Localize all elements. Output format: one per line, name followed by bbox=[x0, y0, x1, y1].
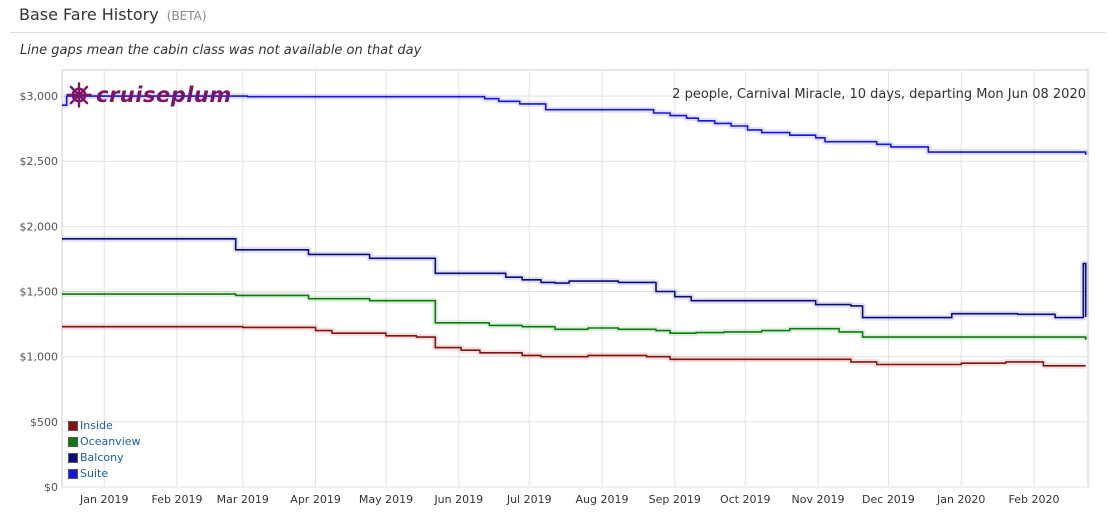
x-tick-label: Jun 2019 bbox=[433, 493, 483, 506]
series-line-balcony bbox=[62, 238, 1087, 319]
x-tick-label: Feb 2019 bbox=[152, 493, 203, 506]
legend-swatch bbox=[68, 469, 78, 479]
x-tick-label: Sep 2019 bbox=[649, 493, 701, 506]
y-tick-label: $2,000 bbox=[20, 220, 59, 233]
beta-badge: (BETA) bbox=[166, 9, 207, 23]
x-tick-label: Aug 2019 bbox=[576, 493, 629, 506]
series-line-suite bbox=[62, 95, 1087, 155]
y-tick-label: $1,500 bbox=[20, 286, 59, 299]
x-tick-label: Jul 2019 bbox=[506, 493, 552, 506]
x-tick-label: Mar 2019 bbox=[217, 493, 269, 506]
series-line-oceanview bbox=[62, 293, 1087, 340]
x-tick-label: Oct 2019 bbox=[720, 493, 771, 506]
legend-label: Inside bbox=[80, 419, 113, 432]
y-tick-label: $500 bbox=[30, 416, 58, 429]
chart-note: Line gaps mean the cabin class was not a… bbox=[20, 43, 422, 58]
legend-label: Oceanview bbox=[80, 435, 141, 448]
title-divider bbox=[10, 32, 1106, 33]
y-tick-label: $1,000 bbox=[20, 351, 59, 364]
y-tick-label: $3,000 bbox=[20, 90, 59, 103]
brand-logo: cruiseplum bbox=[66, 82, 232, 108]
legend-item-suite[interactable]: Suite bbox=[68, 466, 141, 482]
x-tick-label: Dec 2019 bbox=[862, 493, 915, 506]
ship-wheel-icon bbox=[66, 82, 92, 108]
legend-item-inside[interactable]: Inside bbox=[68, 418, 141, 434]
x-tick-label: Jan 2020 bbox=[936, 493, 985, 506]
page-title-text: Base Fare History bbox=[19, 5, 159, 24]
x-tick-label: Jan 2019 bbox=[79, 493, 128, 506]
chart-legend: Inside Oceanview Balcony Suite bbox=[68, 418, 141, 482]
x-tick-label: Feb 2020 bbox=[1009, 493, 1060, 506]
series-line-inside bbox=[62, 325, 1086, 367]
x-tick-label: Apr 2019 bbox=[290, 493, 341, 506]
plot-area bbox=[61, 69, 1089, 488]
legend-label: Balcony bbox=[80, 451, 124, 464]
page-title: Base Fare History (BETA) bbox=[19, 5, 207, 24]
legend-swatch bbox=[68, 421, 78, 431]
x-tick-label: May 2019 bbox=[359, 493, 413, 506]
legend-label: Suite bbox=[80, 467, 109, 480]
legend-item-oceanview[interactable]: Oceanview bbox=[68, 434, 141, 450]
y-tick-label: $2,500 bbox=[20, 155, 59, 168]
chart-annotation: 2 people, Carnival Miracle, 10 days, dep… bbox=[672, 87, 1086, 102]
x-tick-label: Nov 2019 bbox=[792, 493, 845, 506]
brand-name: cruiseplum bbox=[96, 83, 232, 107]
legend-swatch bbox=[68, 437, 78, 447]
legend-swatch bbox=[68, 453, 78, 463]
legend-item-balcony[interactable]: Balcony bbox=[68, 450, 141, 466]
y-tick-label: $0 bbox=[44, 481, 58, 494]
